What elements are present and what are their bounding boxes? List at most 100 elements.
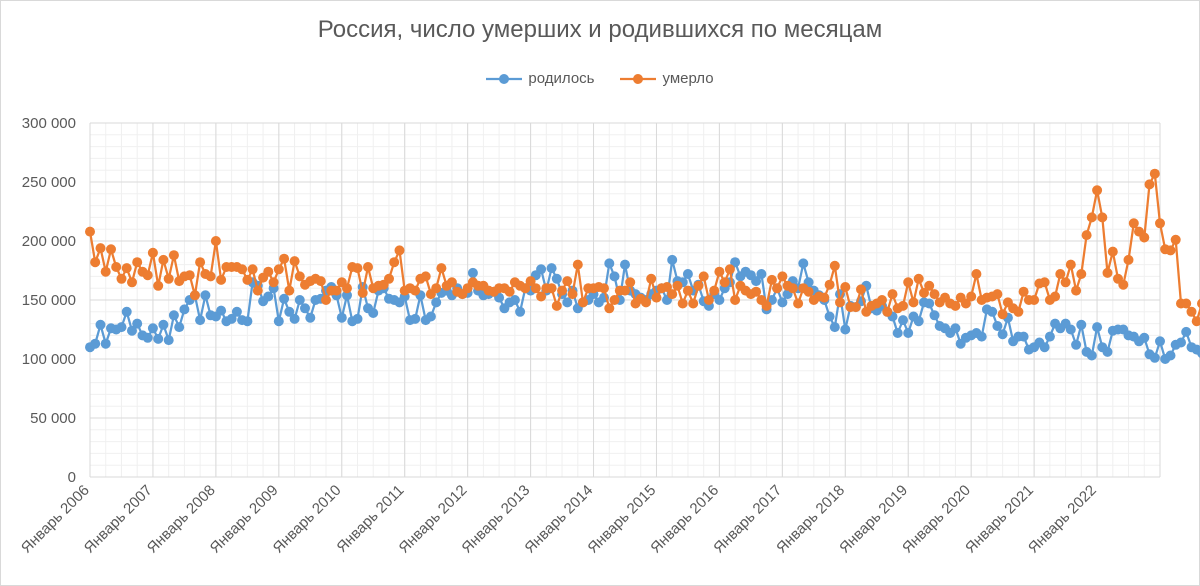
data-point-series-1 xyxy=(1123,254,1134,265)
data-point-series-1 xyxy=(189,290,200,301)
data-point-series-0 xyxy=(242,316,253,327)
data-point-series-0 xyxy=(976,331,987,342)
data-point-series-0 xyxy=(515,306,526,317)
data-point-series-1 xyxy=(536,291,547,302)
data-point-series-1 xyxy=(289,256,300,267)
data-point-series-1 xyxy=(168,250,179,261)
data-point-series-1 xyxy=(1071,285,1082,296)
data-point-series-1 xyxy=(609,295,620,305)
data-point-series-0 xyxy=(546,263,557,274)
data-point-series-1 xyxy=(850,302,861,313)
y-tick-label: 50 000 xyxy=(30,410,76,427)
data-point-series-1 xyxy=(210,236,221,246)
data-point-series-0 xyxy=(751,276,762,287)
data-point-series-1 xyxy=(599,283,609,294)
data-point-series-1 xyxy=(90,257,101,268)
data-point-series-1 xyxy=(520,283,531,294)
data-point-series-1 xyxy=(1029,295,1040,305)
data-point-series-1 xyxy=(966,291,977,302)
data-point-series-1 xyxy=(127,277,137,288)
data-point-series-0 xyxy=(777,297,788,308)
data-point-series-1 xyxy=(898,300,908,311)
data-point-series-0 xyxy=(950,323,961,334)
data-point-series-0 xyxy=(179,304,190,315)
data-point-series-0 xyxy=(730,257,741,268)
data-point-series-1 xyxy=(856,284,866,295)
data-point-series-0 xyxy=(342,290,352,301)
data-point-series-1 xyxy=(363,262,373,272)
data-point-series-0 xyxy=(153,333,164,344)
data-point-series-0 xyxy=(898,315,908,326)
data-point-series-1 xyxy=(237,264,248,275)
data-point-series-0 xyxy=(1076,319,1087,330)
data-point-series-1 xyxy=(205,271,216,282)
data-point-series-1 xyxy=(688,298,699,309)
data-point-series-0 xyxy=(116,322,127,333)
data-point-series-1 xyxy=(263,266,274,277)
data-point-series-1 xyxy=(85,226,95,237)
data-point-series-1 xyxy=(730,295,741,305)
data-point-series-1 xyxy=(641,297,651,308)
data-point-series-1 xyxy=(279,253,290,264)
data-point-series-0 xyxy=(174,322,185,333)
data-point-series-1 xyxy=(667,289,678,300)
data-point-series-0 xyxy=(682,269,693,279)
data-point-series-1 xyxy=(787,283,798,294)
data-point-series-1 xyxy=(651,292,662,303)
data-point-series-1 xyxy=(1065,259,1076,270)
data-point-series-0 xyxy=(226,313,237,324)
data-point-series-0 xyxy=(667,254,678,265)
data-point-series-0 xyxy=(231,306,242,317)
data-point-series-0 xyxy=(1139,332,1150,343)
data-point-series-1 xyxy=(929,289,940,300)
data-point-series-0 xyxy=(756,269,767,279)
data-point-series-0 xyxy=(279,293,290,304)
data-point-series-1 xyxy=(1039,277,1050,288)
data-point-series-0 xyxy=(829,322,840,333)
data-point-series-0 xyxy=(609,271,620,282)
data-point-series-1 xyxy=(321,295,331,305)
data-point-series-1 xyxy=(1181,298,1192,309)
data-point-series-1 xyxy=(997,309,1008,320)
data-point-series-1 xyxy=(703,295,714,305)
data-point-series-1 xyxy=(357,287,368,298)
data-point-series-0 xyxy=(431,297,442,308)
data-point-series-1 xyxy=(572,259,583,270)
data-point-series-0 xyxy=(1181,326,1192,337)
data-point-series-1 xyxy=(420,271,431,282)
data-point-series-1 xyxy=(252,285,263,296)
data-point-series-0 xyxy=(1102,346,1113,357)
data-point-series-0 xyxy=(1149,352,1160,363)
data-point-series-1 xyxy=(992,289,1003,300)
data-point-series-0 xyxy=(1197,348,1200,358)
data-point-series-1 xyxy=(95,243,106,254)
data-point-series-1 xyxy=(903,277,914,288)
data-point-series-1 xyxy=(431,283,442,294)
data-point-series-1 xyxy=(1055,269,1066,279)
data-point-series-1 xyxy=(924,280,935,291)
data-point-series-1 xyxy=(557,285,568,296)
data-point-series-1 xyxy=(384,273,394,284)
data-point-series-1 xyxy=(1139,232,1150,243)
data-point-series-1 xyxy=(724,264,735,275)
data-point-series-1 xyxy=(436,263,447,274)
legend-label-born: родилось xyxy=(528,70,595,87)
data-point-series-0 xyxy=(127,325,137,336)
data-point-series-0 xyxy=(263,291,274,302)
data-point-series-1 xyxy=(530,283,541,294)
data-point-series-0 xyxy=(1065,324,1076,335)
data-point-series-1 xyxy=(1165,245,1176,256)
data-point-series-1 xyxy=(147,247,158,258)
data-point-series-1 xyxy=(551,300,562,311)
data-point-series-1 xyxy=(195,257,206,268)
y-tick-label: 100 000 xyxy=(22,351,76,368)
data-point-series-1 xyxy=(546,283,557,294)
data-point-series-1 xyxy=(342,283,352,294)
data-point-series-0 xyxy=(410,313,421,324)
data-point-series-1 xyxy=(294,271,305,282)
data-point-series-1 xyxy=(646,273,657,284)
legend-marker-born xyxy=(486,73,523,84)
data-point-series-1 xyxy=(1118,279,1129,290)
data-point-series-0 xyxy=(289,313,300,324)
y-tick-label: 200 000 xyxy=(22,233,76,250)
